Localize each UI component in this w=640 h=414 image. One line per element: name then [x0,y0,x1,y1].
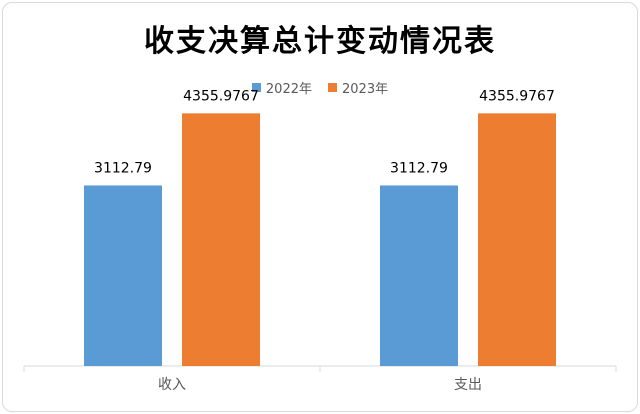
legend-item-2022: 2022年 [251,78,312,97]
bar-支出-2022年 [380,185,458,366]
legend-item-2023: 2023年 [328,78,388,97]
legend-label-2023: 2023年 [342,82,389,97]
data-label: 3112.79 [390,160,448,176]
chart-title: 收支决算总计变动情况表 [144,24,496,59]
legend-label-2022: 2022年 [265,82,312,97]
data-label: 3112.79 [94,160,152,176]
bar-收入-2022年 [84,185,162,366]
bar-收入-2023年 [182,113,260,366]
data-label: 4355.9767 [183,88,259,104]
legend: 2022年 2023年 [0,78,640,97]
category-label: 收入 [158,377,186,393]
data-label: 4355.9767 [479,88,555,104]
category-label: 支出 [454,377,482,393]
legend-swatch-2023 [328,83,337,92]
legend-swatch-2022 [251,83,261,92]
bar-支出-2023年 [478,113,556,366]
